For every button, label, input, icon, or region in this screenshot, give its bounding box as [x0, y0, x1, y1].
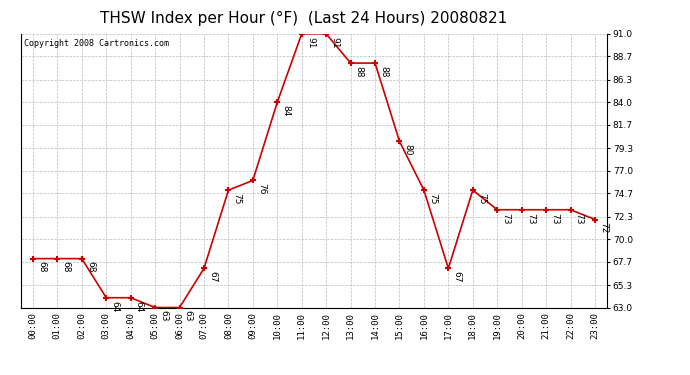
Text: 73: 73: [575, 213, 584, 224]
Text: 63: 63: [184, 310, 193, 322]
Text: 73: 73: [526, 213, 535, 224]
Text: 84: 84: [282, 105, 290, 116]
Text: 75: 75: [428, 193, 437, 204]
Text: 76: 76: [257, 183, 266, 195]
Text: 68: 68: [37, 261, 46, 273]
Text: 68: 68: [86, 261, 95, 273]
Text: 63: 63: [159, 310, 168, 322]
Text: 88: 88: [380, 66, 388, 77]
Text: 67: 67: [208, 271, 217, 283]
Text: 88: 88: [355, 66, 364, 77]
Text: 75: 75: [233, 193, 241, 204]
Text: 73: 73: [502, 213, 511, 224]
Text: 73: 73: [550, 213, 560, 224]
Text: Copyright 2008 Cartronics.com: Copyright 2008 Cartronics.com: [23, 39, 168, 48]
Text: 64: 64: [135, 300, 144, 312]
Text: 75: 75: [477, 193, 486, 204]
Text: 91: 91: [331, 36, 339, 48]
Text: 64: 64: [110, 300, 119, 312]
Text: 68: 68: [61, 261, 70, 273]
Text: 67: 67: [453, 271, 462, 283]
Text: 80: 80: [404, 144, 413, 156]
Text: 91: 91: [306, 36, 315, 48]
Text: THSW Index per Hour (°F)  (Last 24 Hours) 20080821: THSW Index per Hour (°F) (Last 24 Hours)…: [100, 11, 507, 26]
Text: 72: 72: [599, 222, 608, 234]
